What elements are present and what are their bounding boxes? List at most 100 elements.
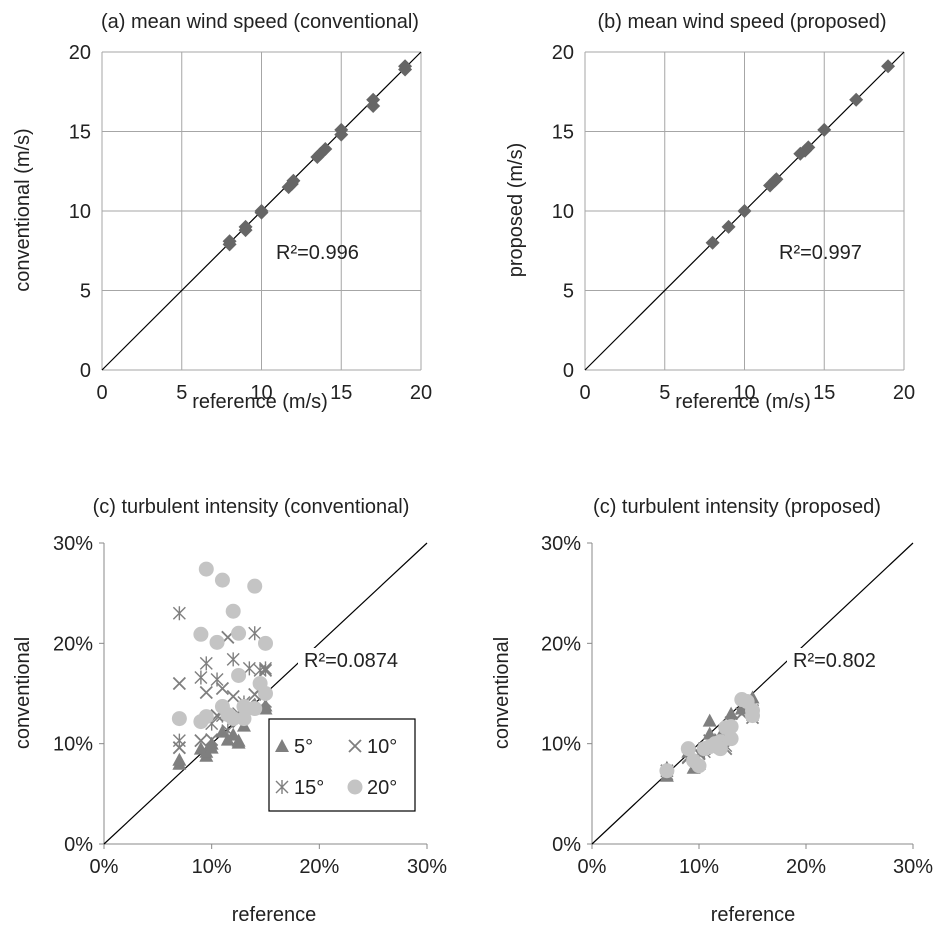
data-point-circle — [193, 626, 209, 642]
x-tick-label: 0 — [96, 382, 107, 404]
x-tick-label: 10% — [679, 856, 719, 878]
data-point-circle — [712, 741, 728, 757]
data-point-circle — [680, 741, 696, 757]
y-tick-label: 15 — [552, 122, 574, 144]
data-points — [171, 561, 273, 770]
y-tick-label: 0 — [80, 360, 91, 382]
legend: 5° 10° 15° 20° — [268, 718, 416, 812]
data-points — [222, 59, 413, 252]
data-point-asterisk — [172, 606, 186, 621]
data-point-diamond — [334, 122, 349, 137]
x-tick-label: 0% — [578, 856, 607, 878]
plot-area: 0 5 10 15 20 0 5 10 15 20 — [552, 42, 915, 404]
x-axis-label: reference (m/s) — [192, 391, 328, 413]
x-tick-label: 30% — [407, 856, 447, 878]
chart-turbulent-intensity-proposed: 0% 10% 20% 30% 0% 10% 20% 30% (c) turbulent int… — [491, 496, 933, 926]
data-point-x — [215, 681, 230, 696]
data-point-circle — [225, 603, 241, 619]
y-axis-label: conventional (m/s) — [12, 128, 34, 291]
x-axis-label: reference (m/s) — [675, 391, 811, 413]
data-point-asterisk — [199, 656, 213, 671]
data-point-x — [205, 733, 219, 747]
legend-label: 5° — [294, 736, 313, 758]
plot-area: 0% 10% 20% 30% 0% 10% 20% 30% — [53, 533, 447, 878]
y-tick-label: 10 — [552, 201, 574, 223]
data-point-circle — [247, 701, 263, 717]
x-tick-label: 10% — [192, 856, 232, 878]
chart-mean-wind-speed-proposed: 0 5 10 15 20 0 5 10 15 20 (b) mean wind speed (pr… — [505, 11, 915, 413]
data-point-diamond — [817, 122, 832, 137]
data-point-x — [226, 689, 240, 704]
data-point-asterisk — [226, 652, 240, 667]
y-axis-label: proposed (m/s) — [505, 143, 527, 278]
y-tick-label: 10% — [53, 734, 93, 756]
x-tick-label: 20% — [299, 856, 339, 878]
legend-label: 10° — [367, 736, 397, 758]
data-point-triangle — [215, 724, 230, 738]
data-point-circle — [198, 709, 214, 725]
plot-area: 0 5 10 15 20 0 5 10 15 20 — [69, 42, 432, 404]
y-tick-label: 30% — [541, 533, 581, 555]
data-point-triangle — [724, 706, 739, 720]
legend-marker — [348, 739, 362, 753]
data-point-diamond — [721, 219, 736, 234]
data-point-diamond — [769, 172, 784, 187]
x-tick-label: 15 — [813, 382, 835, 404]
y-axis-label: conventional — [12, 637, 34, 749]
r-squared-annotation: R²=0.996 — [276, 242, 359, 264]
r-squared-annotation: R²=0.997 — [779, 242, 862, 264]
data-point-diamond — [849, 92, 864, 107]
y-tick-label: 5 — [563, 281, 574, 303]
data-point-diamond — [238, 219, 253, 234]
x-tick-label: 20% — [786, 856, 826, 878]
data-point-circle — [723, 719, 739, 735]
x-tick-label: 30% — [893, 856, 933, 878]
data-point-asterisk — [221, 723, 235, 738]
y-tick-label: 20 — [552, 42, 574, 64]
x-tick-label: 20 — [893, 382, 915, 404]
annotation-background — [787, 648, 880, 674]
x-tick-label: 20 — [410, 382, 432, 404]
r-squared-annotation: R²=0.802 — [793, 650, 876, 672]
data-point-asterisk — [194, 670, 208, 685]
x-tick-label: 0 — [579, 382, 590, 404]
data-point-diamond — [286, 173, 301, 188]
data-point-x — [172, 676, 187, 691]
data-point-asterisk — [248, 626, 262, 641]
data-point-triangle — [231, 733, 246, 747]
data-point-circle — [231, 625, 247, 641]
data-point-diamond — [222, 234, 237, 249]
data-point-diamond — [737, 204, 752, 218]
data-point-circle — [258, 635, 273, 651]
y-tick-label: 20 — [69, 42, 91, 64]
r-squared-annotation: R²=0.0874 — [304, 650, 398, 672]
y-tick-label: 10 — [69, 201, 91, 223]
data-point-circle — [231, 667, 247, 683]
data-point-triangle — [172, 752, 187, 766]
data-point-triangle — [204, 740, 219, 754]
y-tick-label: 0 — [563, 360, 574, 382]
y-tick-label: 30% — [53, 533, 93, 555]
legend-marker — [275, 739, 289, 752]
annotation-background — [298, 648, 402, 674]
data-point-circle — [745, 708, 760, 724]
chart-turbulent-intensity-conventional: 0% 10% 20% 30% 0% 10% 20% 30% (c) turbulent int… — [12, 496, 447, 926]
data-point-asterisk — [172, 733, 186, 748]
legend-box — [268, 718, 416, 812]
data-point-circle — [198, 561, 214, 577]
data-points — [705, 59, 896, 250]
data-point-circle — [214, 572, 230, 588]
data-point-asterisk — [210, 672, 224, 687]
data-point-x — [199, 685, 213, 700]
data-point-diamond — [881, 59, 896, 74]
y-tick-label: 10% — [541, 734, 581, 756]
chart-title: (c) turbulent intensity (conventional) — [93, 496, 410, 518]
data-point-diamond — [705, 235, 720, 250]
legend-label: 20° — [367, 777, 397, 799]
data-point-circle — [723, 731, 739, 747]
y-tick-label: 20% — [53, 633, 93, 655]
x-tick-label: 5 — [176, 382, 187, 404]
legend-marker — [275, 780, 289, 794]
chart-title: (c) turbulent intensity (proposed) — [593, 496, 881, 518]
